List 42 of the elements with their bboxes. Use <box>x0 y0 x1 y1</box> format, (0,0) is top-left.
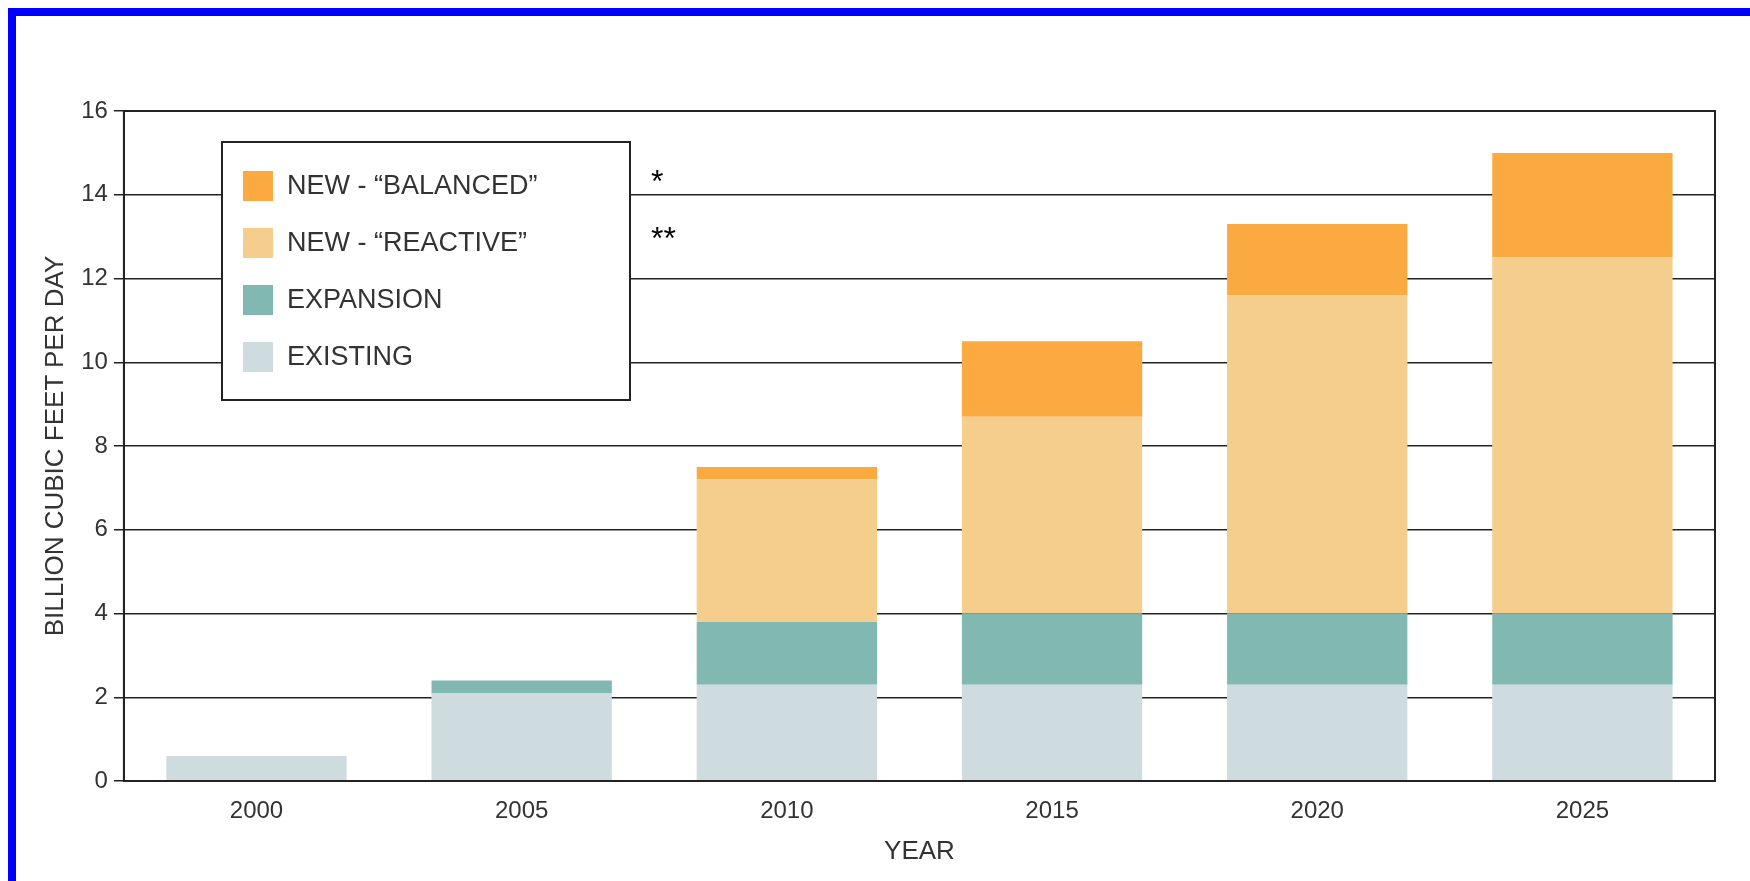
bar <box>1227 224 1408 296</box>
bar <box>696 621 878 685</box>
y-tick-label: 0 <box>94 765 108 793</box>
bar <box>961 684 1143 781</box>
y-axis-title: BILLION CUBIC FEET PER DAY <box>38 255 69 637</box>
bar <box>1492 257 1673 614</box>
x-tick-label: 2015 <box>1025 796 1079 824</box>
y-tick-label: 10 <box>81 346 108 374</box>
y-tick-label: 14 <box>81 179 108 207</box>
bar <box>696 479 878 622</box>
y-tick-label: 12 <box>81 263 108 291</box>
bar <box>961 613 1143 685</box>
bar <box>696 466 878 480</box>
x-tick-label: 2005 <box>494 796 549 824</box>
bar <box>1227 684 1408 781</box>
bar <box>961 416 1143 614</box>
bar <box>1492 152 1673 258</box>
x-tick-label: 2010 <box>760 796 814 824</box>
x-tick-label: 2000 <box>229 796 284 824</box>
legend-label: NEW - “BALANCED” <box>287 170 538 201</box>
x-tick-label: 2020 <box>1290 796 1344 824</box>
bar <box>961 341 1143 417</box>
legend-label: EXPANSION <box>287 284 443 315</box>
bar <box>431 680 612 694</box>
bar <box>1227 613 1408 685</box>
y-tick-label: 16 <box>81 95 108 123</box>
legend-label: NEW - “REACTIVE” <box>287 227 527 258</box>
y-tick-label: 4 <box>94 598 108 626</box>
annotation: ** <box>651 219 676 258</box>
annotation: * <box>651 162 664 201</box>
bar <box>696 684 878 781</box>
bar <box>1492 684 1673 781</box>
y-tick-label: 6 <box>94 514 108 542</box>
bar <box>166 755 347 781</box>
bar <box>431 693 612 781</box>
bar <box>1227 295 1408 614</box>
x-tick-label: 2025 <box>1555 796 1610 824</box>
x-axis-title: YEAR <box>884 834 955 865</box>
y-tick-label: 8 <box>94 430 108 458</box>
y-tick-label: 2 <box>94 681 108 709</box>
legend-label: EXISTING <box>287 341 414 372</box>
bar <box>1492 613 1673 685</box>
